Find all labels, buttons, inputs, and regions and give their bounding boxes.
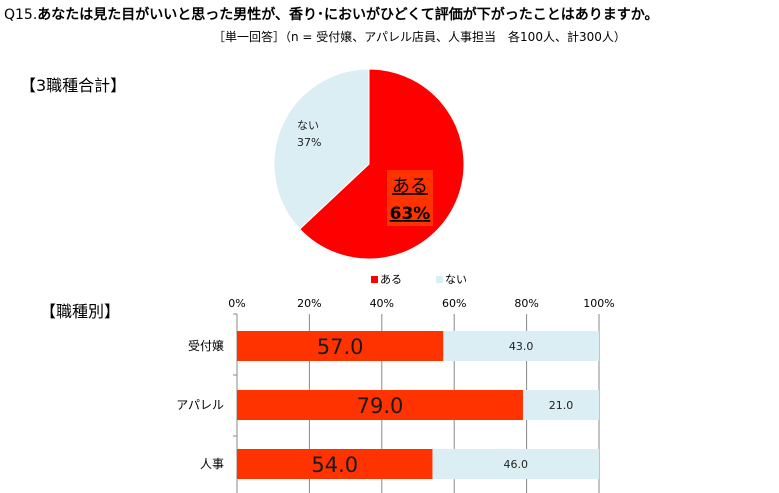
pie-label-yes-category: ある (392, 176, 428, 197)
bar-no-value-label: 21.0 (549, 399, 574, 412)
x-tick-label: 60% (442, 297, 466, 310)
category-label: 人事 (200, 457, 224, 471)
x-tick-label: 20% (297, 297, 321, 310)
x-tick-label: 0% (228, 297, 245, 310)
question-note: ［単一回答］（n = 受付嬢、アパレル店員、人事担当 各100人、計300人） (213, 30, 626, 44)
section-by-job-title: 【職種別】 (40, 302, 121, 321)
pie-label-yes-value: 63% (390, 204, 431, 224)
legend-label-no: ない (445, 273, 467, 286)
x-tick-label: 40% (370, 297, 394, 310)
bar-no-value-label: 46.0 (503, 458, 528, 471)
x-tick-label: 100% (583, 297, 614, 310)
x-tick-label: 80% (514, 297, 538, 310)
pie-legend: ある ない (371, 273, 467, 286)
question-number: Q15. (4, 7, 38, 23)
pie-label-no-value: 37% (297, 136, 321, 149)
bar-yes (237, 390, 523, 420)
legend-swatch-yes (371, 276, 378, 283)
legend-label-yes: ある (380, 273, 402, 286)
bar-yes (237, 449, 433, 479)
category-label: アパレル (176, 398, 224, 412)
legend-swatch-no (436, 276, 443, 283)
bar-yes (237, 331, 444, 361)
bar-yes-value-label: 79.0 (357, 394, 404, 418)
bar-no (432, 449, 599, 479)
pie-label-yes: ある 63% (387, 170, 433, 226)
section-total-title: 【3職種合計】 (20, 76, 127, 95)
category-label: 受付嬢 (188, 339, 224, 353)
bar-no (443, 331, 599, 361)
pie-slice-no (273, 68, 370, 230)
question-title: Q15.あなたは見た目がいいと思った男性が、香り･においがひどくて評価が下がった… (4, 4, 775, 24)
question-text: あなたは見た目がいいと思った男性が、香り･においがひどくて評価が下がったことはあ… (37, 7, 659, 23)
bar-yes-value-label: 57.0 (317, 335, 364, 359)
pie-label-no-category: ない (297, 119, 319, 132)
bar-no-value-label: 43.0 (509, 340, 534, 353)
pie-label-no: ない 37% (297, 119, 321, 149)
bar-no (522, 390, 599, 420)
bar-yes-value-label: 54.0 (311, 453, 358, 477)
